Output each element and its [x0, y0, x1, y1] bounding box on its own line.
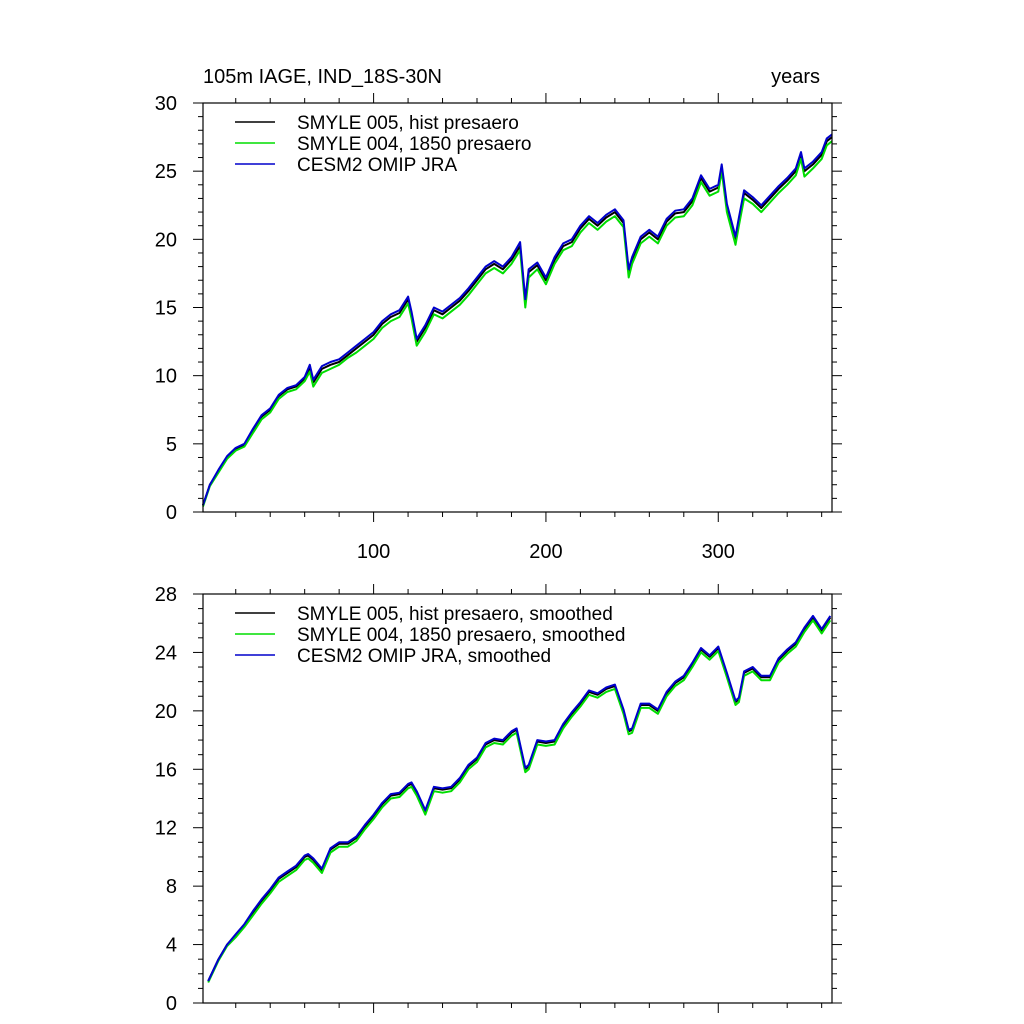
chart-panel-bottom: 0 4 8 12 16 20 24 28 SMYLE 005, hist presaero, … [155, 584, 842, 1015]
series-layer-bottom [207, 614, 832, 983]
y-tick-label: 0 [166, 502, 177, 524]
series-line-3 [207, 614, 832, 982]
legend-bottom: SMYLE 005, hist presaero, smoothedSMYLE … [235, 604, 625, 667]
y-tick-label: 0 [166, 993, 177, 1015]
series-line-3 [202, 133, 833, 506]
chart-title-right: years [771, 66, 820, 88]
legend-label-1: SMYLE 005, hist presaero [297, 113, 519, 134]
y-tick-label: 24 [155, 642, 177, 664]
y-tick-label: 20 [155, 701, 177, 723]
chart-title-left: 105m IAGE, IND_18S-30N [203, 66, 442, 88]
y-tick-label: 10 [155, 366, 177, 388]
chart-panel-top: 105m IAGE, IND_18S-30N years 0 5 10 15 20 25 3… [155, 66, 842, 563]
x-tick-label: 300 [702, 541, 735, 563]
series-line-2 [207, 619, 832, 983]
series-line-2 [202, 140, 833, 507]
legend-label-3: CESM2 OMIP JRA, smoothed [297, 646, 551, 667]
y-tick-label: 28 [155, 584, 177, 606]
y-tick-label: 20 [155, 229, 177, 251]
legend-label-2: SMYLE 004, 1850 presaero, smoothed [297, 625, 625, 646]
legend-label-2: SMYLE 004, 1850 presaero [297, 134, 532, 155]
x-tick-label: 200 [529, 541, 562, 563]
y-tick-label: 4 [166, 935, 177, 957]
y-tick-label: 25 [155, 161, 177, 183]
legend-label-1: SMYLE 005, hist presaero, smoothed [297, 604, 613, 625]
y-tick-label: 15 [155, 298, 177, 320]
legend-label-3: CESM2 OMIP JRA [297, 155, 457, 176]
y-tick-label: 5 [166, 434, 177, 456]
series-line-1 [202, 136, 833, 506]
y-tick-label: 16 [155, 759, 177, 781]
y-tick-label: 30 [155, 93, 177, 115]
y-tick-label: 12 [155, 818, 177, 840]
x-tick-label: 100 [357, 541, 390, 563]
axes-layer-top: 0 5 10 15 20 25 30 100 200 300 [155, 93, 842, 563]
series-layer-top [202, 133, 833, 507]
series-line-1 [207, 616, 832, 982]
axes-layer-bottom: 0 4 8 12 16 20 24 28 [155, 584, 842, 1015]
y-tick-label: 8 [166, 876, 177, 898]
